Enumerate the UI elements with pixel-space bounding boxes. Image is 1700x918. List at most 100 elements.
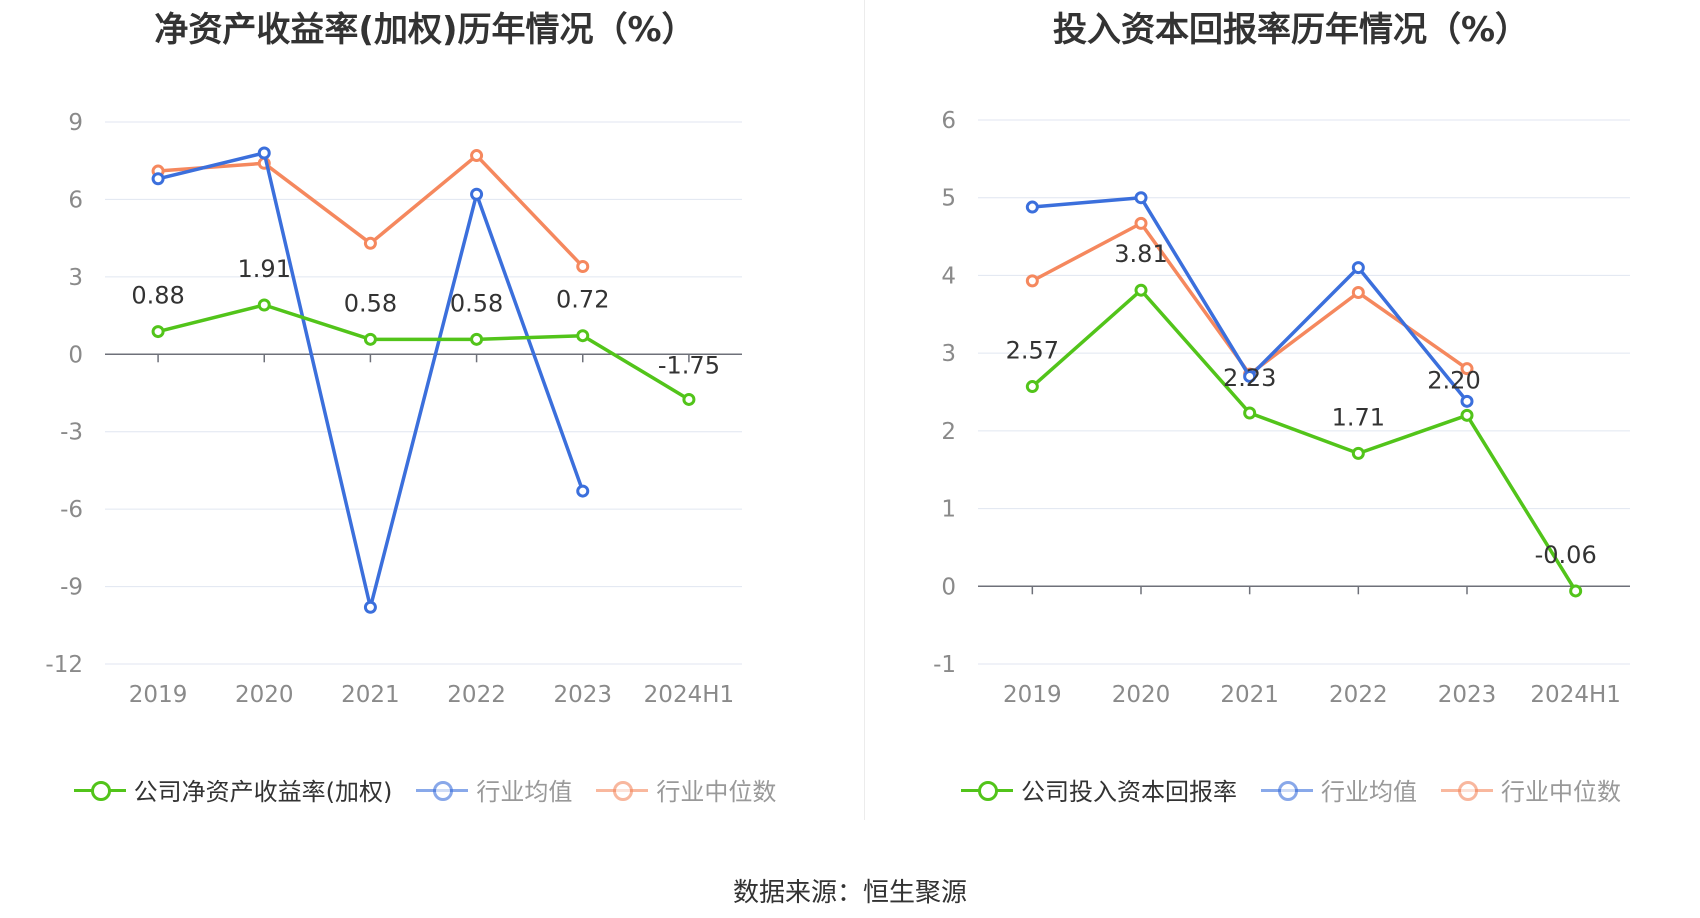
- y-tick-label: 5: [941, 186, 956, 212]
- legend-marker-icon: [1441, 779, 1493, 801]
- legend-item[interactable]: 行业中位数: [596, 772, 776, 807]
- y-tick-label: 0: [68, 342, 83, 368]
- legend-label: 行业中位数: [1501, 778, 1621, 806]
- y-tick-label: -12: [45, 652, 83, 678]
- data-point[interactable]: [1025, 380, 1039, 394]
- x-tick-label: 2020: [1112, 682, 1171, 708]
- data-point[interactable]: [576, 260, 590, 274]
- data-point[interactable]: [1569, 584, 1583, 598]
- data-point[interactable]: [1134, 191, 1148, 205]
- x-tick-label: 2024H1: [1530, 682, 1620, 708]
- data-point[interactable]: [151, 325, 165, 339]
- roe-chart-panel: 净资产收益率(加权)历年情况（%） -12 -9 -6 -3 0 3 6 9 2019 2020 2…: [0, 0, 850, 820]
- data-label: -0.06: [1535, 541, 1597, 569]
- data-point[interactable]: [470, 187, 484, 201]
- data-point[interactable]: [470, 332, 484, 346]
- legend-marker-icon: [596, 779, 649, 801]
- legend-label: 公司投入资本回报率: [1021, 778, 1237, 806]
- data-label: 2.20: [1427, 366, 1480, 394]
- legend-item[interactable]: 公司净资产收益率(加权): [73, 772, 393, 807]
- data-point[interactable]: [1460, 408, 1474, 422]
- data-point[interactable]: [1243, 369, 1257, 383]
- legend-label: 行业均值: [476, 778, 573, 806]
- x-tick-label: 2024H1: [644, 682, 734, 708]
- series-line: [157, 303, 690, 401]
- data-label: -1.75: [658, 351, 720, 379]
- data-point[interactable]: [682, 392, 696, 406]
- series-line: [1031, 221, 1469, 376]
- roe-chart-legend: 公司净资产收益率(加权) 行业均值 行业中位数: [0, 772, 850, 807]
- y-tick-label: -6: [60, 497, 83, 523]
- x-tick-label: 2021: [341, 682, 400, 708]
- data-point[interactable]: [1243, 406, 1257, 420]
- y-tick-label: 0: [941, 574, 956, 600]
- y-tick-label: 6: [68, 187, 83, 213]
- data-label: 1.71: [1332, 403, 1385, 431]
- y-tick-label: -9: [60, 575, 83, 601]
- roic-chart-plot: -1 0 1 2 3 4 5 6 2019 2020 2021 2022 2023 2024H1 2.57 3…: [933, 108, 1630, 708]
- series-line: [157, 151, 585, 609]
- y-tick-label: 2: [941, 419, 956, 445]
- x-tick-label: 2019: [129, 682, 188, 708]
- roic-chart-legend: 公司投入资本回报率 行业均值 行业中位数: [866, 772, 1700, 807]
- data-label: 1.91: [238, 255, 291, 283]
- y-tick-label: -3: [60, 420, 83, 446]
- legend-item[interactable]: 公司投入资本回报率: [961, 772, 1237, 807]
- data-label: 0.72: [556, 286, 609, 314]
- x-tick-label: 2023: [553, 682, 612, 708]
- data-label: 0.58: [450, 289, 503, 317]
- data-point[interactable]: [363, 600, 377, 614]
- data-point[interactable]: [1025, 200, 1039, 214]
- x-tick-label: 2023: [1438, 682, 1497, 708]
- data-label: 2.23: [1223, 364, 1276, 392]
- data-point[interactable]: [1351, 446, 1365, 460]
- data-point[interactable]: [470, 149, 484, 163]
- chart-title: 净资产收益率(加权)历年情况（%）: [154, 10, 696, 50]
- roic-chart-panel: 投入资本回报率历年情况（%） -1 0 1 2 3 4 5 6 2019 2020 2021 2022…: [866, 0, 1700, 820]
- x-tick-label: 2022: [447, 682, 506, 708]
- series-line: [1031, 288, 1578, 592]
- data-point[interactable]: [1351, 261, 1365, 275]
- x-tick-label: 2020: [235, 682, 294, 708]
- y-tick-label: 3: [68, 265, 83, 291]
- data-point[interactable]: [363, 332, 377, 346]
- legend-label: 行业均值: [1321, 778, 1417, 806]
- data-point[interactable]: [1134, 216, 1148, 230]
- data-label: 0.58: [344, 289, 397, 317]
- data-point[interactable]: [151, 172, 165, 186]
- roe-chart-plot: -12 -9 -6 -3 0 3 6 9 2019 2020 2021 2022 2023 2024H1 0…: [45, 110, 742, 708]
- legend-item[interactable]: 行业均值: [1261, 772, 1417, 807]
- y-tick-label: 4: [941, 263, 956, 289]
- data-point[interactable]: [576, 484, 590, 498]
- y-tick-label: 6: [941, 108, 956, 134]
- data-point[interactable]: [1025, 274, 1039, 288]
- legend-marker-icon: [961, 779, 1013, 801]
- legend-marker-icon: [416, 779, 469, 801]
- data-point[interactable]: [257, 146, 271, 160]
- data-point[interactable]: [363, 236, 377, 250]
- legend-label: 行业中位数: [656, 778, 777, 806]
- series-line: [157, 153, 585, 268]
- x-tick-label: 2022: [1329, 682, 1388, 708]
- x-tick-label: 2019: [1003, 682, 1062, 708]
- legend-item[interactable]: 行业中位数: [1441, 772, 1621, 807]
- y-tick-label: -1: [933, 652, 956, 678]
- data-point[interactable]: [1460, 362, 1474, 376]
- y-tick-label: 3: [941, 341, 956, 367]
- data-label: 2.57: [1006, 337, 1059, 365]
- chart-title: 投入资本回报率历年情况（%）: [1052, 10, 1530, 50]
- legend-label: 公司净资产收益率(加权): [133, 778, 393, 806]
- data-point[interactable]: [1460, 394, 1474, 408]
- data-source-note: 数据来源：恒生聚源: [732, 878, 967, 908]
- y-tick-label: 9: [68, 110, 83, 136]
- data-point[interactable]: [1351, 286, 1365, 300]
- data-point[interactable]: [1134, 283, 1148, 297]
- data-point[interactable]: [257, 298, 271, 312]
- data-label: 3.81: [1114, 240, 1167, 268]
- legend-item[interactable]: 行业均值: [416, 772, 572, 807]
- x-tick-label: 2021: [1220, 682, 1279, 708]
- legend-marker-icon: [73, 779, 126, 801]
- legend-marker-icon: [1261, 779, 1313, 801]
- panel-divider: [864, 0, 865, 820]
- data-point[interactable]: [576, 329, 590, 343]
